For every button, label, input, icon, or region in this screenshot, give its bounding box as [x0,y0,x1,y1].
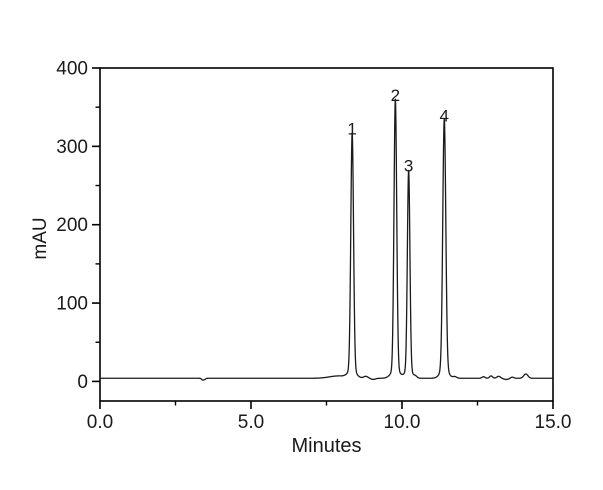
peak-label-3: 3 [404,156,413,175]
peak-label-2: 2 [391,86,400,105]
x-axis-title: Minutes [291,435,361,457]
y-tick-label: 200 [56,215,88,236]
plot-frame [99,67,554,402]
x-tick-label: 15.0 [535,412,572,433]
peak-label-1: 1 [347,120,356,139]
y-tick-label: 300 [56,137,88,158]
x-tick-label: 10.0 [384,412,421,433]
y-tick-label: 100 [56,294,88,315]
x-tick-label: 0.0 [87,412,113,433]
x-tick-label: 5.0 [238,412,264,433]
peak-label-4: 4 [440,106,449,125]
chromatogram-trace [99,98,554,381]
y-tick-label: 400 [56,59,88,80]
y-tick-label: 0 [77,372,88,393]
y-axis-title: mAU [30,217,51,259]
